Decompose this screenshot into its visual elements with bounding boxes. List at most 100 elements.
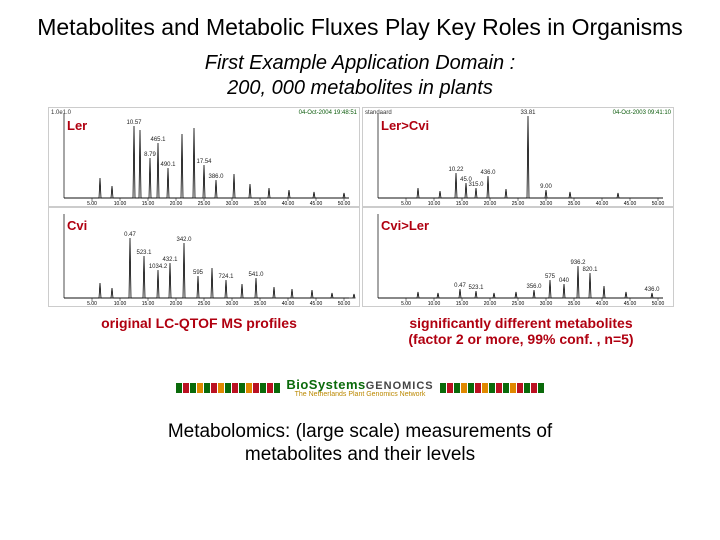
svg-text:50.00: 50.00 [338,201,351,206]
svg-text:356.0: 356.0 [526,284,542,290]
logo-block [461,383,467,393]
svg-text:5.00: 5.00 [401,201,411,206]
svg-text:724.1: 724.1 [218,274,234,280]
svg-text:35.00: 35.00 [254,301,267,306]
svg-text:10.22: 10.22 [448,167,464,173]
svg-text:436.0: 436.0 [480,170,496,176]
svg-text:20.00: 20.00 [170,301,183,306]
slide: Metabolites and Metabolic Fluxes Play Ke… [0,0,720,540]
spectrum-panel: 1.0e1.004-Oct-2004 19:48:51Ler5.0010.001… [48,107,360,207]
right-column: standaard04-Oct-2003 09:41:10Ler>Cvi5.00… [362,107,672,307]
captions-row: original LC-QTOF MS profiles significant… [0,315,720,347]
svg-text:8.79: 8.79 [144,152,156,158]
logo-block [197,383,203,393]
closing-line-1: Metabolomics: (large scale) measurements… [168,421,552,442]
svg-text:25.00: 25.00 [512,301,525,306]
logo-block [225,383,231,393]
svg-text:25.00: 25.00 [198,201,211,206]
svg-text:936.2: 936.2 [570,260,586,266]
svg-text:1034.2: 1034.2 [149,264,168,270]
charts-row: 1.0e1.004-Oct-2004 19:48:51Ler5.0010.001… [0,107,720,307]
slide-subtitle: First Example Application Domain : 200, … [0,51,720,101]
right-caption: significantly different metabolites(fact… [366,315,676,347]
svg-text:15.00: 15.00 [456,201,469,206]
svg-text:9.00: 9.00 [540,184,552,190]
svg-text:30.00: 30.00 [226,301,239,306]
svg-text:20.00: 20.00 [484,201,497,206]
left-caption: original LC-QTOF MS profiles [44,315,354,347]
logo-text: BioSystemsGENOMICS The Netherlands Plant… [286,377,433,399]
logo-block [440,383,446,393]
logo-block [190,383,196,393]
logo-block [531,383,537,393]
svg-text:40.00: 40.00 [596,301,609,306]
spectrum-svg: 5.0010.0015.0020.0025.0030.0035.0040.004… [49,208,359,306]
svg-text:50.00: 50.00 [338,301,351,306]
svg-text:436.0: 436.0 [644,287,660,293]
logo-tagline: The Netherlands Plant Genomics Network [295,392,426,399]
svg-text:50.00: 50.00 [652,301,665,306]
svg-text:432.1: 432.1 [162,257,178,263]
right-caption-line-2: (factor 2 or more, 99% conf. , n=5) [408,331,633,347]
logo-block [517,383,523,393]
svg-text:820.1: 820.1 [582,267,598,273]
svg-text:342.0: 342.0 [176,237,192,243]
svg-text:10.00: 10.00 [428,201,441,206]
svg-text:523.1: 523.1 [468,285,484,291]
svg-text:315.0: 315.0 [468,182,484,188]
logo-block [246,383,252,393]
logo-blocks-right [440,383,544,393]
svg-text:5.00: 5.00 [401,301,411,306]
svg-text:17.54: 17.54 [196,159,212,165]
svg-text:35.00: 35.00 [568,201,581,206]
svg-text:490.1: 490.1 [160,162,176,168]
svg-text:20.00: 20.00 [170,201,183,206]
svg-text:30.00: 30.00 [226,201,239,206]
svg-text:45.00: 45.00 [624,201,637,206]
logo-block [503,383,509,393]
svg-text:10.00: 10.00 [114,201,127,206]
logo-brand: BioSystems [286,377,365,392]
spectrum-panel: Cvi5.0010.0015.0020.0025.0030.0035.0040.… [48,207,360,307]
svg-text:386.0: 386.0 [208,174,224,180]
svg-text:10.57: 10.57 [126,120,142,126]
logo-block [447,383,453,393]
logo-block [218,383,224,393]
logo-block [524,383,530,393]
svg-text:30.00: 30.00 [540,201,553,206]
logo-block [510,383,516,393]
svg-text:35.00: 35.00 [568,301,581,306]
logo-block [482,383,488,393]
svg-text:45.00: 45.00 [310,301,323,306]
svg-text:040: 040 [559,278,570,284]
spectrum-svg: 5.00 10.00 15.00 20.00 25.00 30.00 35.00 40.00 4… [49,108,359,206]
svg-text:50.00: 50.00 [652,201,665,206]
svg-text:0.47: 0.47 [124,232,136,238]
svg-text:40.00: 40.00 [596,201,609,206]
svg-text:523.1: 523.1 [136,250,152,256]
logo-block [211,383,217,393]
logo-block [176,383,182,393]
logo-block [274,383,280,393]
spectrum-panel: standaard04-Oct-2003 09:41:10Ler>Cvi5.00… [362,107,674,207]
svg-text:15.00: 15.00 [142,201,155,206]
logo-blocks-left [176,383,280,393]
logo-block [468,383,474,393]
logo-strip: BioSystemsGENOMICS The Netherlands Plant… [90,373,630,403]
closing-text: Metabolomics: (large scale) measurements… [0,421,720,467]
svg-text:10.00: 10.00 [114,301,127,306]
svg-text:15.00: 15.00 [456,301,469,306]
svg-text:40.00: 40.00 [282,201,295,206]
logo-block [204,383,210,393]
svg-text:5.00: 5.00 [87,201,97,206]
svg-text:45.00: 45.00 [624,301,637,306]
spectrum-svg: 5.0010.0015.0020.0025.0030.0035.0040.004… [363,108,673,206]
spectrum-panel: Cvi>Ler5.0010.0015.0020.0025.0030.0035.0… [362,207,674,307]
logo-block [183,383,189,393]
subtitle-line-2: 200, 000 metabolites in plants [227,77,493,99]
svg-text:5.00: 5.00 [87,301,97,306]
svg-text:35.00: 35.00 [254,201,267,206]
closing-line-2: metabolites and their levels [245,444,475,465]
subtitle-line-1: First Example Application Domain : [205,52,516,74]
svg-text:45.00: 45.00 [310,201,323,206]
